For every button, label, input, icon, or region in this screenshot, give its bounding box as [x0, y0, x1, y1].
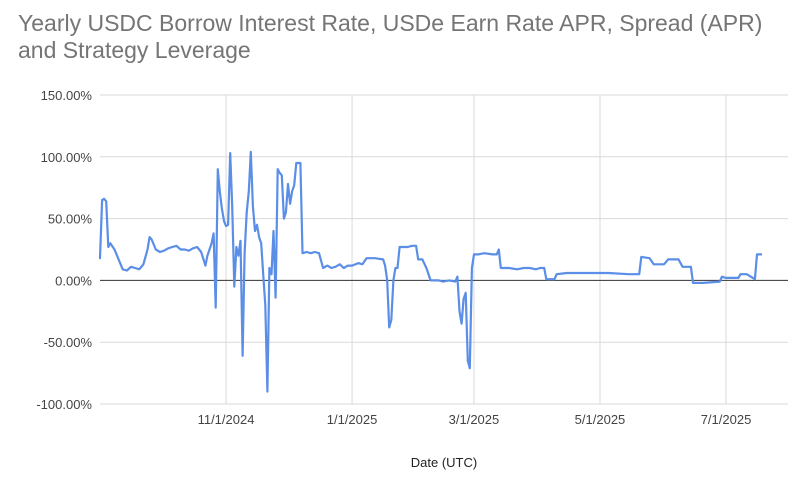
- chart-title: Yearly USDC Borrow Interest Rate, USDe E…: [18, 10, 763, 63]
- y-tick-label: 100.00%: [41, 150, 93, 165]
- x-tick-label: 5/1/2025: [575, 412, 626, 427]
- y-tick-label: 150.00%: [41, 88, 93, 103]
- y-tick-labels: 150.00% 100.00% 50.00% 0.00% -50.00% -100.00%: [36, 88, 92, 412]
- x-tick-label: 1/1/2025: [327, 412, 378, 427]
- y-tick-label: 0.00%: [55, 273, 92, 288]
- x-tick-label: 3/1/2025: [449, 412, 500, 427]
- y-tick-label: -100.00%: [36, 397, 92, 412]
- series-layer: [98, 150, 763, 393]
- grid-lines: [100, 94, 788, 405]
- x-tick-label: 7/1/2025: [701, 412, 752, 427]
- x-tick-labels: 11/1/2024 1/1/2025 3/1/2025 5/1/2025 7/1/202…: [198, 412, 752, 427]
- y-tick-label: 50.00%: [48, 212, 93, 227]
- x-tick-label: 11/1/2024: [198, 412, 255, 427]
- series-line: [98, 150, 763, 393]
- y-tick-label: -50.00%: [44, 335, 93, 350]
- x-axis-label: Date (UTC): [411, 455, 477, 470]
